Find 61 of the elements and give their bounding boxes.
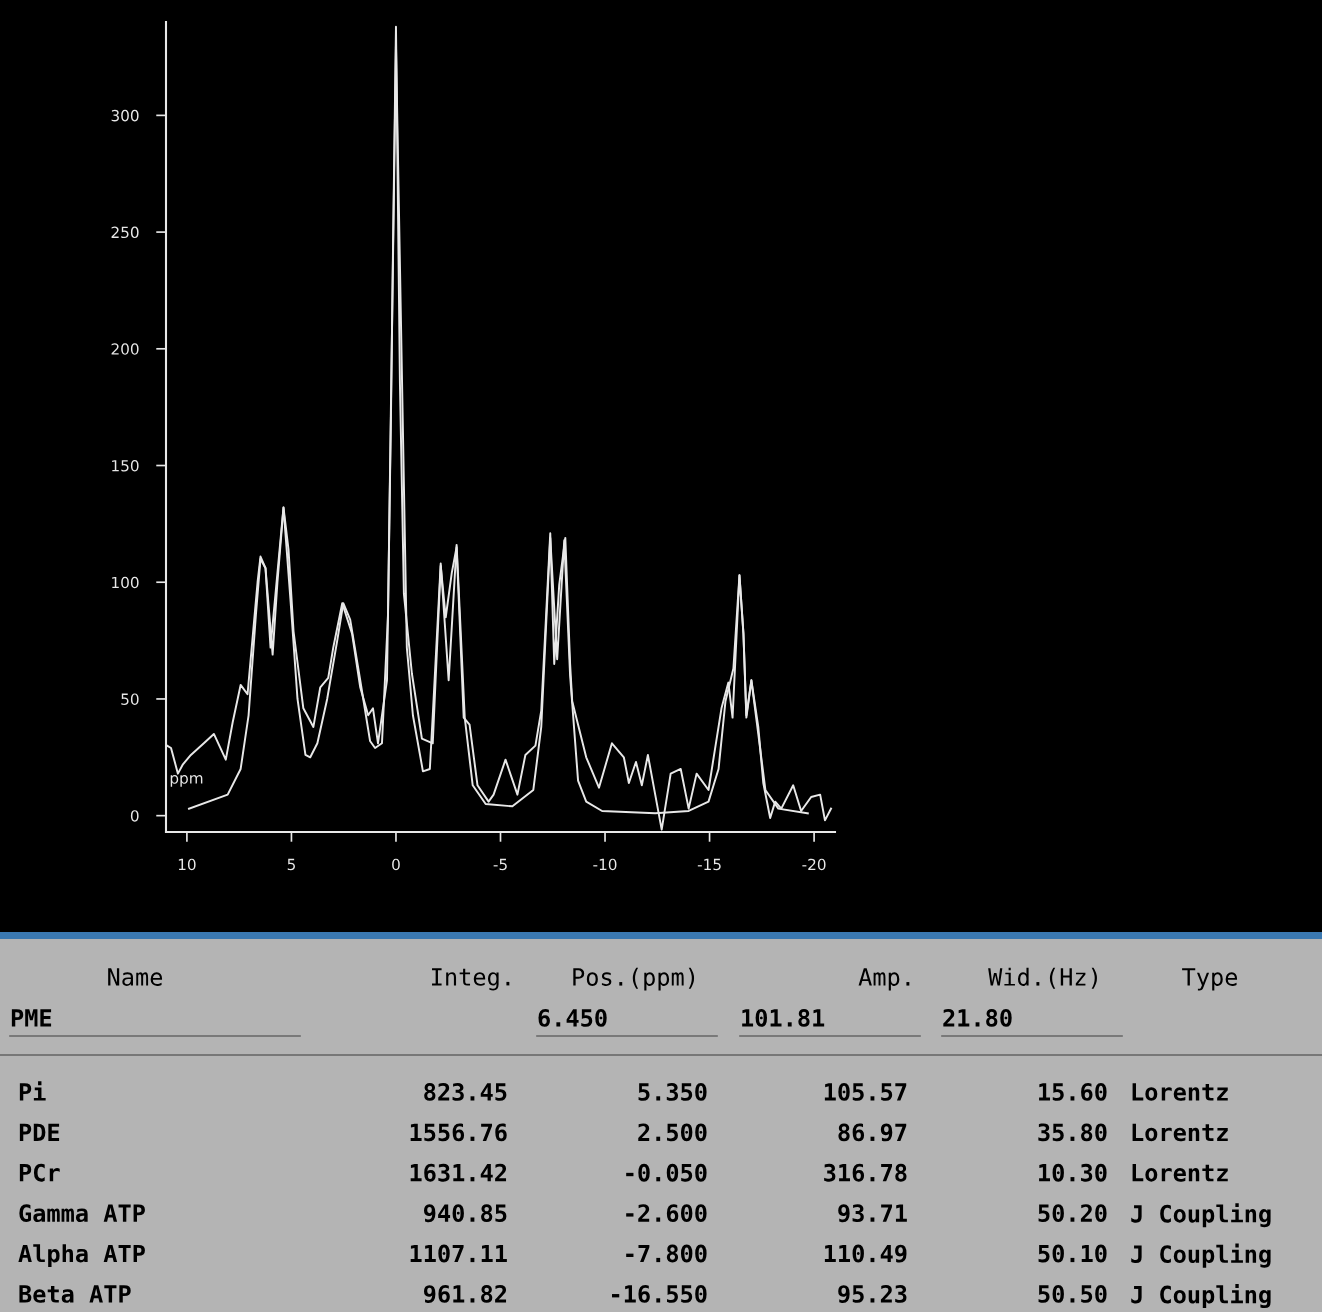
text: 86.97 [838, 1123, 907, 1142]
text: 961.82 [423, 1284, 507, 1303]
text: 940.85 [423, 1204, 507, 1223]
text: PCr [19, 1163, 60, 1182]
text: 93.71 [838, 1204, 907, 1223]
text: Name [108, 968, 163, 986]
text: 1107.11 [410, 1244, 507, 1263]
text: Type [1182, 968, 1238, 991]
x-tick-label: -5 [493, 858, 507, 871]
text: 15.60 [1039, 1082, 1107, 1101]
y-tick-label: 200 [111, 343, 139, 355]
x-tick-label: -10 [593, 858, 617, 871]
text: 6.450 [538, 1008, 607, 1027]
text: PDE [19, 1123, 60, 1141]
x-tick-label: -20 [802, 858, 826, 871]
text: 1631.42 [410, 1163, 507, 1182]
text: 823.45 [424, 1082, 507, 1101]
y-tick-label: 100 [112, 576, 139, 589]
x-tick-label: 5 [287, 858, 295, 871]
text: 2.500 [638, 1123, 707, 1142]
text: Lorentz [1132, 1164, 1228, 1182]
x-tick-label: -15 [697, 858, 721, 871]
text: 50.20 [1038, 1204, 1107, 1223]
text: 50.50 [1038, 1284, 1107, 1303]
text: 50.10 [1038, 1244, 1107, 1263]
text: 95.23 [838, 1284, 907, 1303]
text: Pos.(ppm) [573, 967, 695, 991]
y-tick-label: 50 [121, 693, 139, 705]
text: Pi [19, 1081, 46, 1101]
text: Lorentz [1132, 1083, 1228, 1101]
text: 21.80 [943, 1008, 1012, 1027]
y-tick-label: 150 [112, 459, 139, 472]
y-tick-label: 0 [130, 810, 139, 822]
text: 110.49 [824, 1244, 907, 1263]
text: 101.81 [742, 1008, 825, 1027]
text: 5.350 [638, 1082, 707, 1101]
text: 10.30 [1039, 1163, 1107, 1182]
text: PME [11, 1009, 52, 1027]
text: Beta ATP [19, 1285, 131, 1303]
text: J Coupling [1131, 1283, 1271, 1309]
text: -7.800 [626, 1244, 707, 1263]
text: J Coupling [1131, 1243, 1271, 1268]
text: -0.050 [626, 1163, 707, 1182]
annotation: ppm [170, 775, 203, 787]
text: Alpha ATP [18, 1244, 145, 1268]
text: 1556.76 [410, 1123, 507, 1142]
x-tick-label: 0 [392, 858, 400, 871]
text: J Coupling [1131, 1203, 1271, 1228]
y-tick-label: 300 [111, 109, 139, 122]
x-tick-label: 10 [178, 858, 196, 871]
y-tick-label: 250 [111, 226, 139, 239]
text: Lorentz [1132, 1123, 1228, 1142]
text: Amp. [858, 968, 910, 991]
text: Gamma ATP [19, 1204, 145, 1223]
text: -16.550 [611, 1284, 707, 1303]
text: 35.80 [1038, 1123, 1107, 1142]
text: Integ. [432, 968, 510, 991]
text: 105.57 [824, 1082, 907, 1101]
text: 316.78 [824, 1163, 907, 1182]
text: Wid.(Hz) [988, 967, 1097, 989]
text: -2.600 [626, 1204, 707, 1223]
